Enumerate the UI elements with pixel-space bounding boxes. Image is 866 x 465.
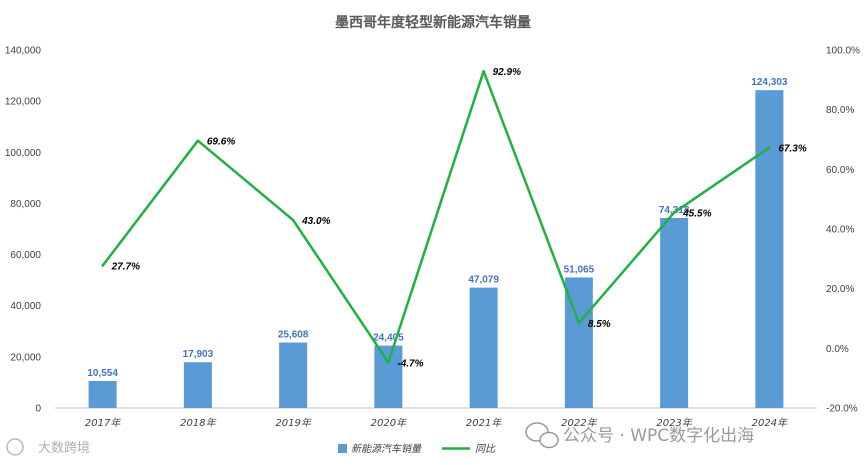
- bar: [469, 287, 498, 408]
- watermark-left-text: 大数跨境: [38, 441, 90, 456]
- yoy-point: [101, 264, 104, 267]
- yoy-line: [101, 69, 771, 364]
- watermark-right: 公众号 · WPC数字化出海: [525, 422, 754, 449]
- category-label: 2018年: [180, 417, 216, 429]
- category-label: 2021年: [466, 417, 502, 429]
- right-tick-label: 40.0%: [826, 225, 854, 236]
- chart-title: 墨西哥年度轻型新能源汽车销量: [335, 14, 531, 31]
- left-y-axis: 0 20,000 40,000 60,000 80,000 100,000 120,000 1…: [5, 46, 42, 415]
- yoy-value-label: 69.6%: [207, 137, 235, 148]
- left-tick-label: 120,000: [5, 97, 42, 108]
- bar-value-label: 124,303: [751, 77, 788, 88]
- legend-bar-swatch: [338, 444, 347, 453]
- category-label: 2020年: [371, 417, 407, 429]
- bar-value-label: 10,554: [87, 368, 118, 379]
- bar: [183, 362, 212, 408]
- yoy-point: [291, 218, 295, 222]
- legend-line-label: 同比: [475, 443, 496, 455]
- watermark-logo-icon: [6, 438, 24, 456]
- bar: [755, 90, 784, 409]
- yoy-point: [672, 211, 676, 214]
- left-tick-label: 100,000: [5, 148, 42, 159]
- bar-value-label: 47,079: [468, 275, 499, 286]
- left-tick-label: 80,000: [10, 199, 41, 210]
- bar-value-label: 25,608: [278, 330, 309, 341]
- yoy-value-label: 27.7%: [111, 262, 140, 273]
- legend-bar-label: 新能源汽车销量: [351, 443, 422, 455]
- line-series: 27.7% 69.6% 43.0% -4.7% 92.9% 8.5% 45.5% 67.3%: [101, 67, 807, 369]
- bar-series: 10,554 17,903 25,608 24,405 47,079 51,065 74,3…: [87, 77, 788, 409]
- bar-value-label: 24,405: [373, 333, 404, 344]
- right-tick-label: 80.0%: [826, 105, 854, 116]
- bar-value-label: 17,903: [183, 349, 214, 360]
- bar: [660, 217, 689, 408]
- right-tick-label: 60.0%: [826, 165, 854, 176]
- right-tick-label: 20.0%: [826, 284, 854, 295]
- yoy-point: [482, 69, 485, 73]
- yoy-point: [768, 146, 771, 149]
- category-label: 2024年: [752, 417, 788, 429]
- category-label: 2023年: [656, 417, 692, 429]
- bar: [279, 342, 308, 408]
- watermark-right-text: 公众号 · WPC数字化出海: [563, 426, 754, 446]
- x-axis-categories: 2017年 2018年 2019年 2020年 2021年 2022年 2023年 2024年: [85, 417, 788, 429]
- yoy-value-label: 8.5%: [588, 319, 611, 330]
- right-tick-label: 0.0%: [826, 344, 849, 355]
- right-tick-label: -20.0%: [826, 404, 858, 415]
- wechat-icon: [525, 422, 559, 449]
- yoy-point: [577, 321, 581, 325]
- bar-value-label: 74,318: [659, 205, 690, 216]
- yoy-point: [387, 361, 390, 364]
- yoy-value-label: 43.0%: [301, 216, 330, 227]
- bar: [88, 381, 117, 408]
- yoy-value-label: 92.9%: [493, 67, 521, 78]
- category-label: 2019年: [275, 417, 311, 429]
- left-tick-label: 140,000: [5, 46, 42, 57]
- legend: 新能源汽车销量 同比: [338, 443, 496, 455]
- left-tick-label: 20,000: [10, 352, 41, 363]
- right-y-axis: -20.0% 0.0% 20.0% 40.0% 60.0% 80.0% 100.0%: [826, 46, 860, 415]
- watermark-left: 大数跨境: [6, 438, 90, 456]
- yoy-value-label: -4.7%: [397, 358, 423, 369]
- left-tick-label: 40,000: [10, 301, 41, 312]
- bar-value-label: 51,065: [564, 264, 595, 275]
- left-tick-label: 0: [35, 404, 41, 415]
- bar: [374, 345, 403, 408]
- category-label: 2022年: [561, 417, 597, 429]
- right-tick-label: 100.0%: [826, 46, 860, 57]
- yoy-value-label: 45.5%: [682, 209, 711, 220]
- left-tick-label: 60,000: [10, 250, 41, 261]
- category-label: 2017年: [85, 417, 121, 429]
- yoy-point: [196, 139, 200, 142]
- yoy-value-label: 67.3%: [778, 144, 806, 155]
